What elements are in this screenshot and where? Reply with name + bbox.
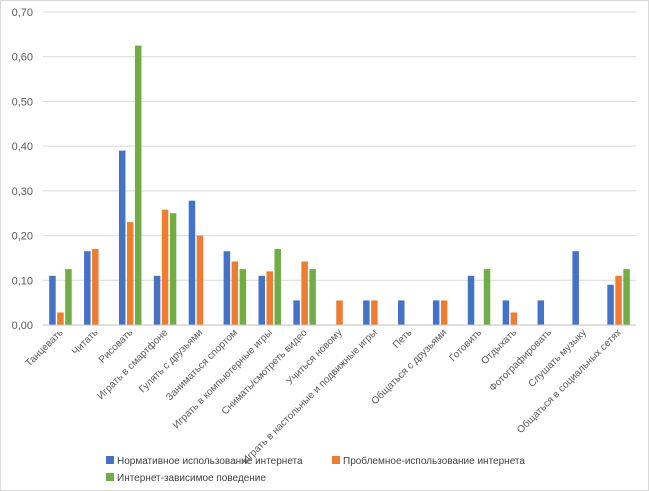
bar xyxy=(615,275,622,325)
bar xyxy=(398,300,405,325)
y-tick-label: 0,40 xyxy=(12,141,33,153)
bar xyxy=(432,300,440,325)
bar xyxy=(274,248,281,325)
y-tick-label: 0,30 xyxy=(12,186,33,198)
gridlines xyxy=(43,11,636,281)
bar xyxy=(607,284,614,325)
bar xyxy=(309,269,316,325)
legend-label-dependent: Интернет-зависимое поведение xyxy=(117,473,266,484)
bar xyxy=(239,269,247,325)
x-category-label: Читать xyxy=(70,327,100,357)
bar xyxy=(84,251,91,325)
y-tick-label: 0,00 xyxy=(12,320,33,332)
bar xyxy=(258,275,265,325)
x-category-label: Петь xyxy=(391,327,414,350)
bar xyxy=(293,300,300,325)
bar xyxy=(483,269,491,325)
legend-entry-normative: Нормативное использование интернета xyxy=(106,456,303,467)
x-category-label: Танцевать xyxy=(24,327,66,369)
bar xyxy=(169,213,177,325)
y-tick-label: 0,70 xyxy=(12,7,33,19)
bar xyxy=(266,271,273,325)
legend-swatch-normative xyxy=(106,456,114,464)
bar xyxy=(49,275,56,325)
bar xyxy=(510,312,518,325)
bar xyxy=(223,251,231,325)
x-category-label: Фотографировать xyxy=(487,327,554,394)
y-tick-label: 0,50 xyxy=(12,96,33,108)
bar xyxy=(301,261,308,325)
legend-label-normative: Нормативное использование интернета xyxy=(117,456,303,467)
bar xyxy=(196,235,204,325)
bar xyxy=(537,300,545,325)
bar xyxy=(153,275,161,325)
bar xyxy=(572,251,579,325)
legend: Нормативное использование интернета Проб… xyxy=(106,455,525,484)
bar xyxy=(336,300,343,325)
bar xyxy=(92,248,99,325)
bar xyxy=(363,300,370,325)
bar xyxy=(65,269,72,325)
bar xyxy=(231,261,239,325)
bar xyxy=(467,275,475,325)
y-tick-label: 0,20 xyxy=(12,231,33,243)
bar xyxy=(502,300,510,325)
legend-label-problematic: Проблемное-использование интернета xyxy=(343,455,525,467)
bar xyxy=(134,45,142,325)
legend-swatch-problematic xyxy=(332,456,340,464)
x-category-label: Готовить xyxy=(447,327,484,364)
bar xyxy=(188,200,196,325)
bars xyxy=(49,45,630,325)
legend-swatch-dependent xyxy=(106,473,114,481)
bar xyxy=(371,300,378,325)
bar xyxy=(623,269,630,325)
y-tick-label: 0,10 xyxy=(12,275,33,287)
legend-entry-problematic: Проблемное-использование интернета xyxy=(332,455,525,467)
y-axis-ticks: 0,00 0,10 0,20 0,30 0,40 0,50 0,60 0,70 xyxy=(12,7,33,332)
x-category-label: Гулять с друзьями xyxy=(137,327,205,395)
bar xyxy=(161,209,169,325)
bar xyxy=(118,150,126,325)
bar xyxy=(57,312,64,325)
bar xyxy=(440,300,448,325)
bar xyxy=(126,222,134,325)
y-tick-label: 0,60 xyxy=(12,52,33,64)
legend-entry-dependent: Интернет-зависимое поведение xyxy=(106,473,266,484)
